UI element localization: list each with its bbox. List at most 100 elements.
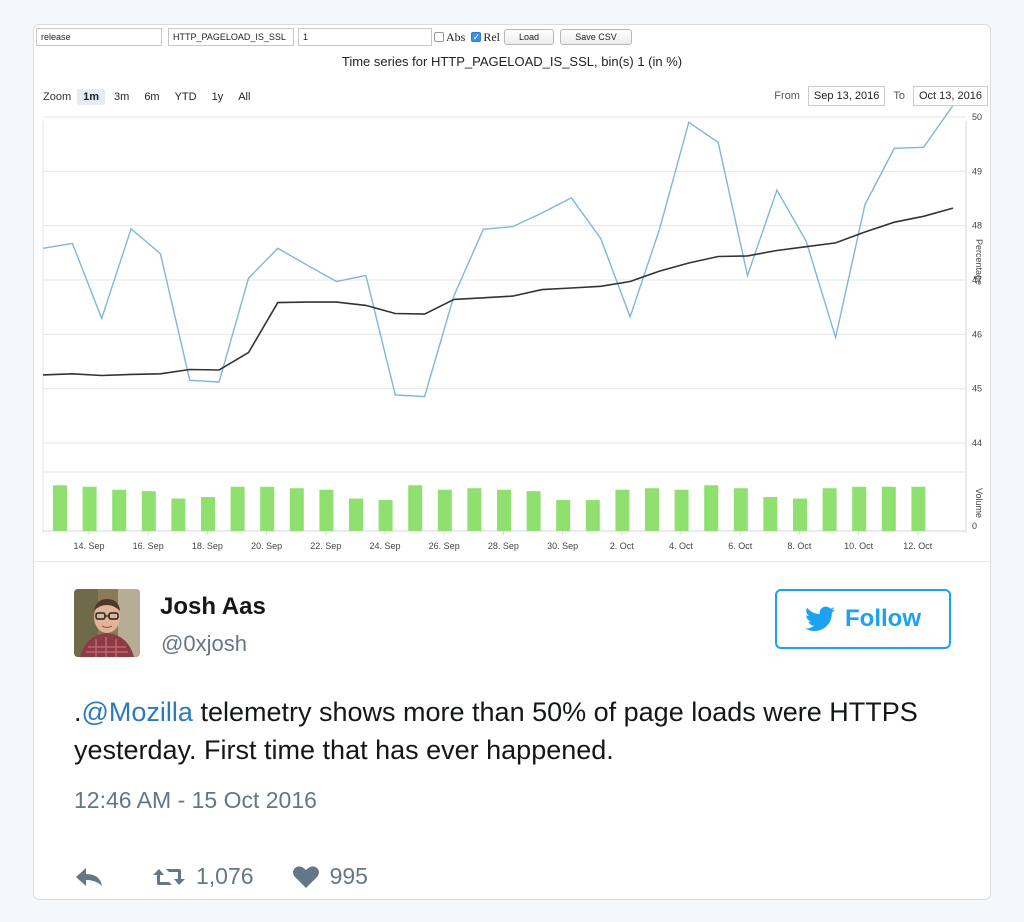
volume-bar [852, 486, 867, 531]
tweet-actions: 1,076 995 [74, 863, 406, 890]
volume-bar [704, 485, 719, 531]
x-tick-label: 18. Sep [192, 541, 223, 551]
like-button[interactable]: 995 [292, 863, 368, 890]
volume-bar [822, 488, 837, 531]
abs-checkbox-box[interactable] [434, 32, 444, 42]
volume-bar [408, 485, 423, 531]
volume-bar [171, 498, 186, 531]
retweet-count: 1,076 [196, 863, 254, 889]
volume-bar [378, 500, 393, 531]
tweet-body: Josh Aas @0xjosh Follow .@Mozilla teleme… [34, 563, 990, 899]
y-tick-label: 46 [972, 329, 982, 339]
zoom-selector: Zoom 1m 3m 6m YTD 1y All [43, 89, 259, 105]
to-label: To [893, 90, 905, 102]
volume-bar [289, 488, 304, 531]
volume-bar [526, 491, 541, 531]
zoom-1m-button[interactable]: 1m [77, 89, 106, 105]
reply-button[interactable] [74, 866, 114, 888]
y-tick-label: 50 [972, 112, 982, 122]
rel-checkbox-box[interactable]: ✓ [471, 32, 482, 42]
to-date-input[interactable]: Oct 13, 2016 [913, 86, 988, 106]
daily-value-line [42, 104, 954, 398]
channel-input[interactable]: release [36, 28, 162, 46]
tweet-timestamp[interactable]: 12:46 AM - 15 Oct 2016 [74, 787, 317, 813]
x-tick-label: 8. Oct [787, 541, 812, 551]
moving-average-line [42, 207, 954, 377]
tweet-text-body: telemetry shows more than 50% of page lo… [74, 697, 918, 765]
save-csv-button[interactable]: Save CSV [560, 29, 633, 45]
zoom-3m-button[interactable]: 3m [114, 91, 130, 103]
volume-bar [230, 486, 245, 531]
volume-bar [674, 489, 689, 531]
volume-bar [645, 488, 659, 531]
load-button[interactable]: Load [504, 29, 555, 45]
from-date-input[interactable]: Sep 13, 2016 [807, 86, 886, 106]
volume-bar [53, 485, 67, 531]
volume-bar [881, 486, 896, 531]
x-tick-label: 24. Sep [369, 541, 400, 551]
rel-checkbox[interactable]: ✓ Rel [471, 30, 500, 45]
volume-bar [497, 489, 511, 531]
y-tick-label: 44 [972, 438, 982, 448]
tweet-card: 44 45 46 47 48 49 50 Percentage 0 Volume 14. Sep 16… [33, 24, 991, 900]
volume-bar [260, 486, 275, 531]
x-tick-label: 4. Oct [669, 541, 694, 551]
x-tick-label: 28. Sep [488, 541, 519, 551]
x-tick-label: 14. Sep [73, 541, 104, 551]
volume-bar [467, 488, 482, 531]
time-series-chart: 44 45 46 47 48 49 50 Percentage 0 Volume 14. Sep 16… [42, 104, 984, 551]
volume-bar [141, 491, 156, 531]
embedded-chart-image[interactable]: 44 45 46 47 48 49 50 Percentage 0 Volume 14. Sep 16… [34, 25, 990, 562]
date-range: From Sep 13, 2016 To Oct 13, 2016 [774, 86, 988, 106]
volume-bar [112, 489, 127, 531]
x-tick-label: 16. Sep [133, 541, 164, 551]
abs-checkbox[interactable]: Abs [434, 30, 465, 45]
x-tick-label: 10. Oct [844, 541, 874, 551]
volume-bar [763, 497, 778, 531]
volume-bar [911, 486, 926, 531]
volume-bar [349, 498, 363, 531]
like-count: 995 [329, 863, 368, 889]
avatar[interactable] [74, 589, 140, 657]
zoom-label: Zoom [43, 91, 72, 103]
controls-bar: release HTTP_PAGELOAD_IS_SSL 1 Abs ✓ Rel… [36, 28, 633, 46]
y-tick-label: 47 [972, 275, 982, 285]
volume-bar [82, 486, 97, 531]
y-axis-label: Percentage [974, 239, 984, 285]
volume-bar [556, 500, 571, 531]
volume-bar [201, 497, 215, 531]
author-handle[interactable]: @0xjosh [161, 631, 247, 656]
retweet-icon [153, 868, 185, 885]
volume-axis-label: Volume [974, 488, 984, 518]
x-tick-label: 30. Sep [547, 541, 578, 551]
x-tick-label: 6. Oct [728, 541, 753, 551]
abs-label: Abs [446, 29, 466, 44]
volume-bar [733, 488, 748, 531]
volume-bar [615, 489, 630, 531]
y-tick-label: 48 [972, 221, 982, 231]
follow-label: Follow [845, 605, 921, 632]
tweet-text-prefix: . [74, 697, 82, 727]
follow-button[interactable]: Follow [775, 589, 951, 649]
retweet-button[interactable]: 1,076 [152, 863, 254, 890]
mention-link[interactable]: @Mozilla [81, 697, 193, 727]
heart-icon [292, 865, 319, 888]
y-tick-label: 49 [972, 166, 982, 176]
zoom-all-button[interactable]: All [238, 91, 251, 103]
twitter-bird-icon [805, 606, 835, 631]
reply-icon [76, 867, 102, 886]
zoom-6m-button[interactable]: 6m [144, 91, 160, 103]
volume-bar [437, 489, 452, 531]
metric-input[interactable]: HTTP_PAGELOAD_IS_SSL [168, 28, 294, 46]
tweet-text: .@Mozilla telemetry shows more than 50% … [74, 693, 954, 769]
bin-input[interactable]: 1 [298, 28, 432, 46]
x-tick-label: 26. Sep [429, 541, 460, 551]
zoom-1y-button[interactable]: 1y [211, 91, 224, 103]
volume-tick-label: 0 [972, 521, 977, 531]
x-tick-label: 12. Oct [903, 541, 933, 551]
from-label: From [774, 90, 800, 102]
rel-label: Rel [483, 29, 501, 44]
author-name[interactable]: Josh Aas [160, 593, 266, 620]
x-tick-label: 20. Sep [251, 541, 282, 551]
zoom-ytd-button[interactable]: YTD [174, 91, 197, 103]
